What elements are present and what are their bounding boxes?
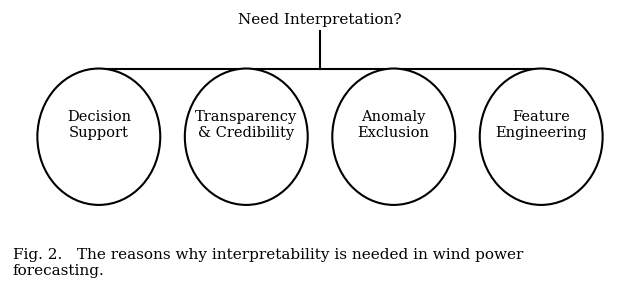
Text: Feature
Engineering: Feature Engineering xyxy=(495,110,587,140)
Text: Transparency
& Credibility: Transparency & Credibility xyxy=(195,110,298,140)
Ellipse shape xyxy=(480,69,603,205)
Text: Decision
Support: Decision Support xyxy=(67,110,131,140)
Ellipse shape xyxy=(37,69,160,205)
Ellipse shape xyxy=(185,69,308,205)
Text: Need Interpretation?: Need Interpretation? xyxy=(238,13,402,27)
Text: Fig. 2.   The reasons why interpretability is needed in wind power
forecasting.: Fig. 2. The reasons why interpretability… xyxy=(13,248,523,278)
Ellipse shape xyxy=(332,69,455,205)
Text: Anomaly
Exclusion: Anomaly Exclusion xyxy=(358,110,429,140)
